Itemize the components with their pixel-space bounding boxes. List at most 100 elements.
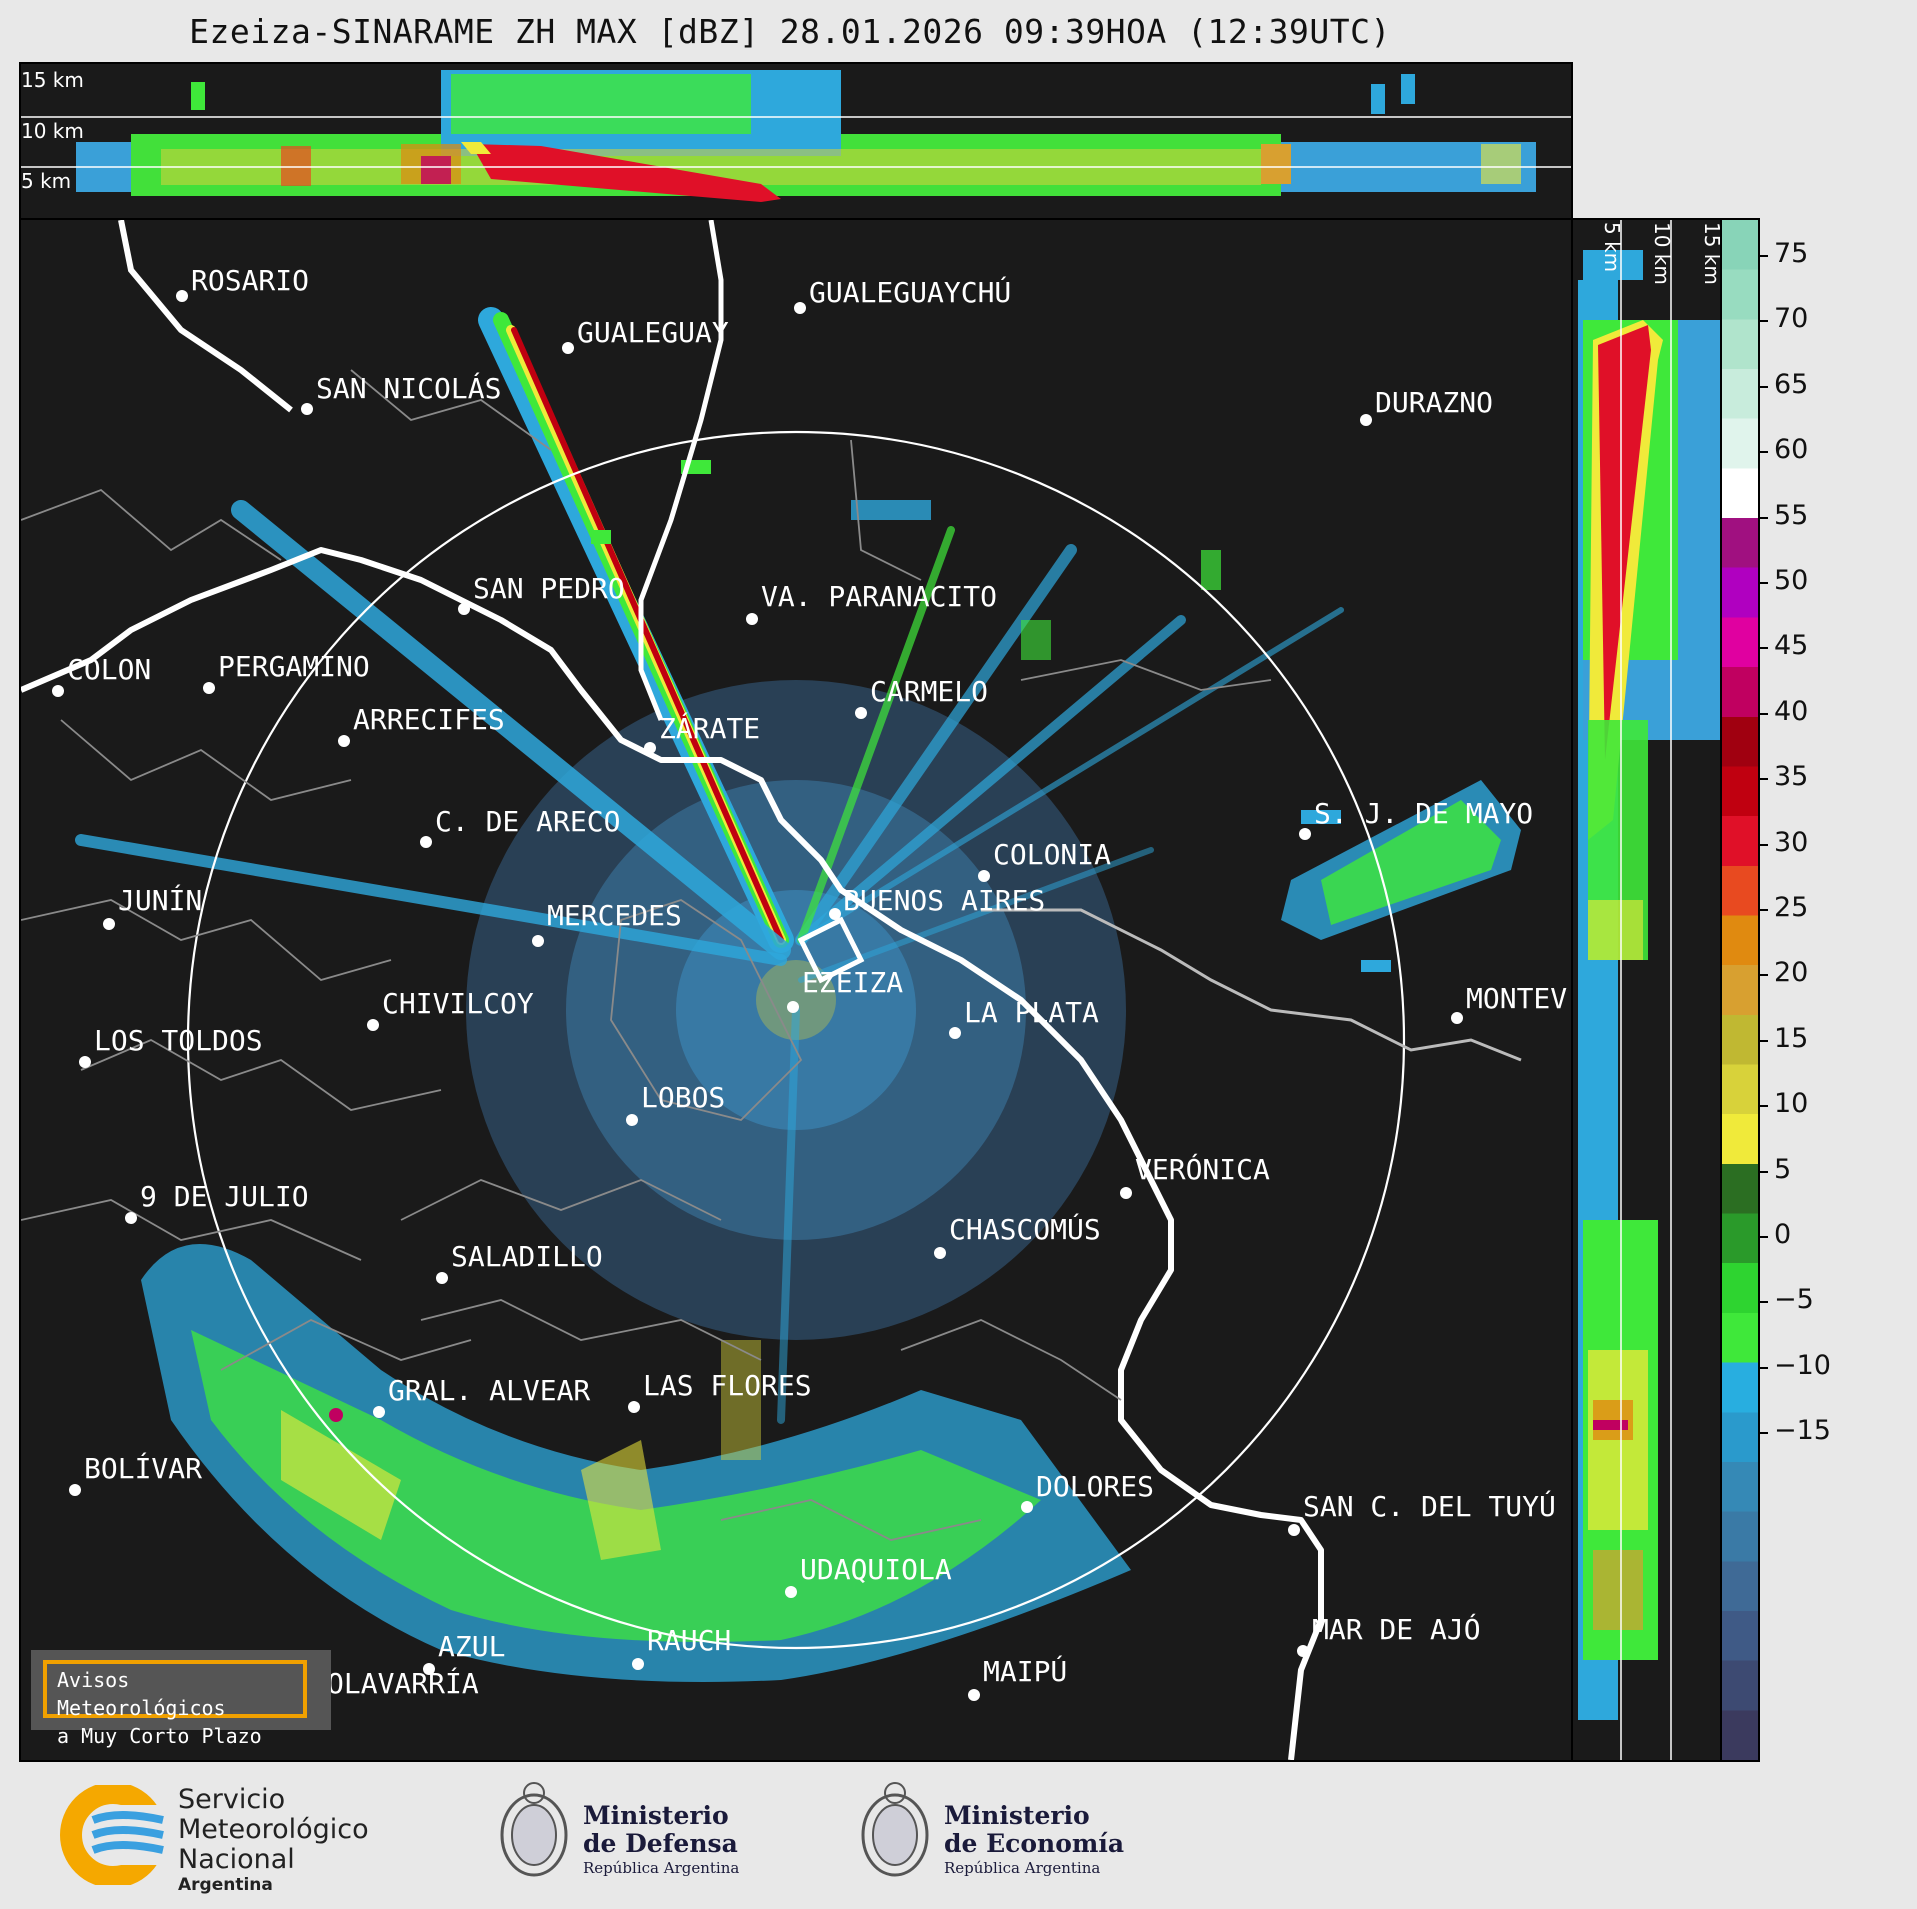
city-label-mar-de-ajo: MAR DE AJÓ bbox=[1312, 1613, 1481, 1646]
defensa-line3: República Argentina bbox=[583, 1859, 740, 1877]
parana-river-border bbox=[118, 220, 293, 413]
colorbar-tick bbox=[1758, 712, 1768, 715]
city-label-pergamino: PERGAMINO bbox=[218, 650, 370, 683]
city-label-la-plata: LA PLATA bbox=[964, 996, 1099, 1029]
colorbar-tick-label: 5 bbox=[1774, 1153, 1792, 1185]
defensa-logo-text: Ministerio de Defensa República Argentin… bbox=[583, 1802, 739, 1878]
city-dot-carmelo bbox=[855, 707, 867, 719]
colorbar-tick bbox=[1758, 974, 1768, 977]
radar-map-panel: ROSARIO GUALEGUAYCHÚ GUALEGUAY SAN NICOL… bbox=[19, 218, 1573, 1762]
colorbar bbox=[1720, 218, 1760, 1762]
city-dot-san-nicolas bbox=[301, 403, 313, 415]
radar-map-svg bbox=[21, 220, 1522, 1760]
city-dot-mar-de-ajo bbox=[1297, 1645, 1309, 1657]
city-dot-colonia bbox=[978, 870, 990, 882]
city-dot-azul bbox=[423, 1663, 435, 1675]
city-dot-san-c-del-tuyu bbox=[1288, 1524, 1300, 1536]
colorbar-tick-label: 75 bbox=[1774, 238, 1809, 269]
smn-line1: Servicio bbox=[178, 1784, 286, 1815]
economia-line3: República Argentina bbox=[944, 1859, 1101, 1877]
avisos-box: Avisos Meteorológicos a Muy Corto Plazo bbox=[43, 1660, 307, 1748]
smn-logo bbox=[58, 1782, 178, 1888]
avisos-button[interactable]: Avisos Meteorológicos a Muy Corto Plazo bbox=[31, 1650, 331, 1748]
smn-logo-text: Servicio Meteorológico Nacional Argentin… bbox=[178, 1784, 369, 1896]
city-label-bolivar: BOLÍVAR bbox=[84, 1452, 203, 1485]
defensa-coat-of-arms-icon bbox=[494, 1775, 574, 1895]
colorbar-tick-label: 10 bbox=[1774, 1088, 1809, 1120]
colorbar-tick-label: 70 bbox=[1774, 303, 1809, 335]
avisos-line1: Avisos Meteorológicos bbox=[57, 1668, 226, 1720]
city-label-rauch: RAUCH bbox=[647, 1624, 732, 1657]
colorbar-tick bbox=[1758, 320, 1768, 323]
city-dot-maipu bbox=[968, 1689, 980, 1701]
city-label-c-de-areco: C. DE ARECO bbox=[435, 805, 621, 838]
city-dot-bolivar bbox=[69, 1484, 81, 1496]
colorbar-tick bbox=[1758, 451, 1768, 454]
colorbar-tick-label: 0 bbox=[1774, 1219, 1792, 1250]
city-label-san-c-del-tuyu: SAN C. DEL TUYÚ bbox=[1303, 1490, 1556, 1523]
city-dot-rosario bbox=[176, 290, 188, 302]
city-label-colonia: COLONIA bbox=[993, 838, 1112, 871]
colorbar-tick bbox=[1758, 647, 1768, 650]
city-label-gral-alvear: GRAL. ALVEAR bbox=[388, 1374, 591, 1407]
city-dot-buenos-aires bbox=[829, 908, 841, 920]
city-dot-san-pedro bbox=[458, 603, 470, 615]
coastline-border bbox=[21, 547, 1324, 1760]
defensa-line1: Ministerio bbox=[583, 1801, 729, 1830]
page-title: Ezeiza-SINARAME ZH MAX [dBZ] 28.01.2026 … bbox=[189, 12, 1391, 51]
city-label-zarate: ZÁRATE bbox=[659, 712, 761, 745]
city-dot-durazno bbox=[1360, 414, 1372, 426]
city-label-dolores: DOLORES bbox=[1036, 1470, 1155, 1503]
colorbar-tick-label: 15 bbox=[1774, 1022, 1809, 1054]
city-dot-mercedes bbox=[532, 935, 544, 947]
colorbar-tick bbox=[1758, 385, 1768, 388]
uruguay-river-border bbox=[638, 220, 724, 721]
side-height-label-10km: 10 km bbox=[1650, 222, 1674, 285]
city-dot-junin bbox=[103, 918, 115, 930]
city-label-va-paranacito: VA. PARANACITO bbox=[761, 580, 998, 613]
defensa-line2: de Defensa bbox=[583, 1829, 738, 1858]
smn-line3: Nacional bbox=[178, 1844, 295, 1875]
city-label-saladillo: SALADILLO bbox=[451, 1240, 603, 1273]
city-label-udaquiola: UDAQUIOLA bbox=[800, 1553, 952, 1586]
colorbar-tick bbox=[1758, 1170, 1768, 1173]
city-dot-ezeiza bbox=[787, 1001, 799, 1013]
city-dot-zarate bbox=[644, 742, 656, 754]
colorbar-tick-label: −15 bbox=[1774, 1415, 1831, 1447]
city-label-chivilcoy: CHIVILCOY bbox=[382, 987, 534, 1020]
city-label-gualeguay: GUALEGUAY bbox=[577, 316, 729, 349]
city-label-arrecifes: ARRECIFES bbox=[353, 703, 505, 736]
city-dot-gral-alvear bbox=[373, 1406, 385, 1418]
city-label-s-j-de-mayo: S. J. DE MAYO bbox=[1314, 797, 1534, 830]
top-height-label-15km: 15 km bbox=[21, 68, 84, 92]
top-cross-section-plot bbox=[21, 70, 1571, 202]
city-label-mercedes: MERCEDES bbox=[547, 899, 682, 932]
smn-line2: Meteorológico bbox=[178, 1814, 369, 1845]
city-label-chascomus: CHASCOMÚS bbox=[949, 1213, 1101, 1246]
city-label-carmelo: CARMELO bbox=[870, 675, 989, 708]
east-rain-cell bbox=[1281, 780, 1521, 940]
city-dot-va-paranacito bbox=[746, 613, 758, 625]
city-dot-veronica bbox=[1120, 1187, 1132, 1199]
economia-line2: de Economía bbox=[944, 1829, 1125, 1858]
city-dot-rauch bbox=[632, 1658, 644, 1670]
colorbar-tick-label: 30 bbox=[1774, 826, 1809, 858]
buenos-aires-city-border bbox=[797, 916, 865, 984]
colorbar-tick-label: 60 bbox=[1774, 434, 1809, 466]
colorbar-tick bbox=[1758, 255, 1768, 257]
side-echo-band bbox=[1578, 250, 1721, 1720]
city-label-san-nicolas: SAN NICOLÁS bbox=[316, 372, 502, 405]
city-dot-arrecifes bbox=[338, 735, 350, 747]
colorbar-tick-label: 55 bbox=[1774, 499, 1809, 531]
city-dot-saladillo bbox=[436, 1272, 448, 1284]
city-label-azul: AZUL bbox=[438, 1630, 506, 1663]
city-label-maipu: MAIPÚ bbox=[983, 1655, 1068, 1688]
economia-coat-of-arms-icon bbox=[855, 1775, 935, 1895]
city-dot-c-de-areco bbox=[420, 836, 432, 848]
colorbar-tick-label: −10 bbox=[1774, 1349, 1831, 1381]
city-dot-s-j-de-mayo bbox=[1299, 828, 1311, 840]
colorbar-tick bbox=[1758, 843, 1768, 846]
city-label-9-de-julio: 9 DE JULIO bbox=[140, 1180, 309, 1213]
colorbar-tick bbox=[1758, 1366, 1768, 1369]
city-dot-lobos bbox=[626, 1114, 638, 1126]
